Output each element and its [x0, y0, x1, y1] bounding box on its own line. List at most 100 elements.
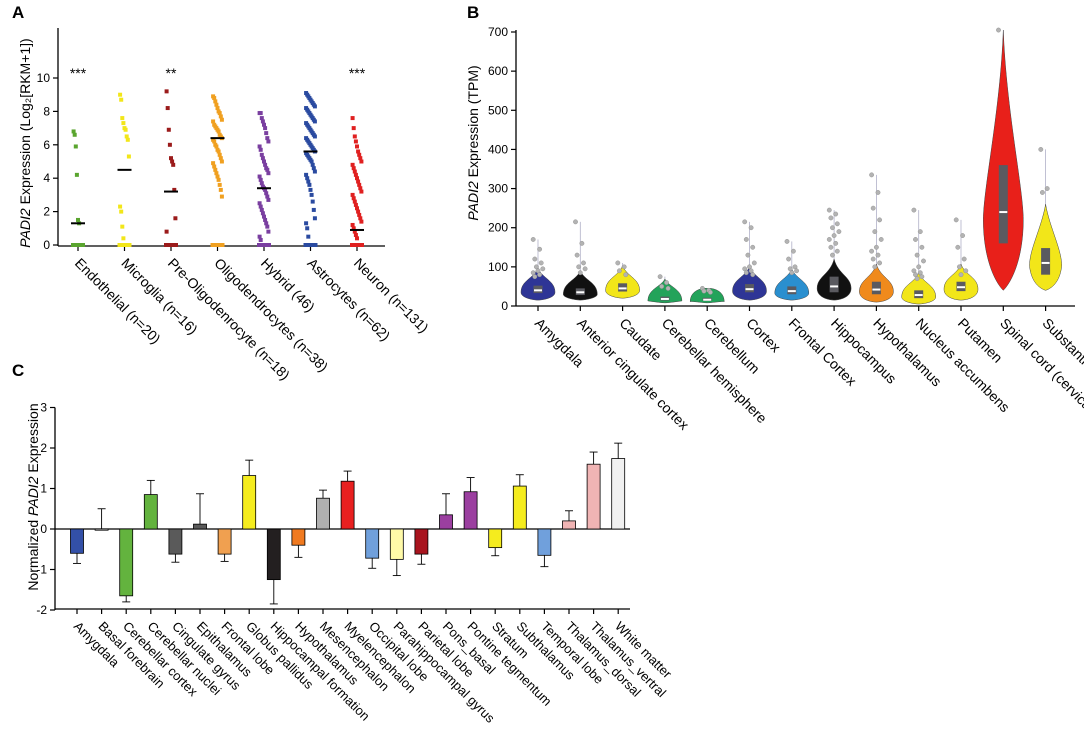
panel-a-point: [309, 192, 314, 197]
panel-a-label: A: [12, 3, 24, 22]
panel-b-outlier: [784, 239, 790, 244]
panel-a-point: [350, 222, 355, 227]
panel-c-y-tick-label: 2: [40, 441, 47, 455]
panel-c-bar: [537, 528, 552, 556]
panel-a-point: [309, 159, 314, 164]
panel-b-outlier: [574, 252, 580, 258]
panel-b-outlier: [828, 215, 834, 221]
panel-a-point: [308, 187, 313, 192]
panel-a-significance: ***: [349, 65, 366, 81]
panel-c-bar: [463, 491, 478, 530]
panel-b-violin: [520, 267, 556, 301]
panel-b-y-tick-label: 600: [488, 64, 508, 78]
panel-c-bar: [266, 528, 281, 581]
panel-a-point: [119, 97, 124, 102]
panel-b-outlier: [573, 219, 578, 225]
panel-b-y-tick-label: 500: [488, 103, 508, 117]
panel-a-point: [213, 99, 218, 104]
panel-b-outlier: [830, 225, 835, 231]
panel-c-bar: [242, 475, 257, 530]
panel-a-point: [257, 174, 262, 179]
panel-b-outlier: [581, 260, 586, 266]
panel-b-violin: [563, 270, 598, 301]
panel-a-point: [258, 177, 263, 182]
panel-c-bar: [143, 494, 158, 530]
panel-a-point: [212, 96, 217, 101]
panel-a-point: [219, 194, 224, 199]
panel-a-zero-cluster: [71, 243, 85, 247]
panel-a-point: [257, 144, 262, 149]
panel-a-point: [312, 104, 317, 109]
panel-a-point: [266, 197, 271, 202]
panel-a-y-axis-title: PADI2 Expression (Log₂[RKM+1]): [17, 38, 33, 247]
panel-a-y-tick-label: 10: [37, 71, 51, 85]
panel-a-point: [307, 182, 312, 187]
panel-a-point: [352, 134, 357, 139]
panel-b-y-tick-label: 200: [488, 221, 508, 235]
panel-b-violin: [774, 268, 810, 301]
panel-a-point: [164, 89, 169, 94]
panel-a-point: [257, 234, 262, 239]
panel-a-point: [353, 172, 358, 177]
panel-b-outlier: [657, 274, 663, 280]
panel-b-outlier: [958, 272, 964, 278]
panel-a-y-tick-label: 0: [43, 238, 50, 252]
panel-a-point: [214, 144, 219, 149]
panel-a-point: [356, 209, 361, 214]
panel-b-outlier: [751, 260, 757, 266]
panel-a-point: [353, 139, 358, 144]
panel-c-bar: [168, 528, 183, 555]
panel-a-point: [215, 106, 220, 111]
panel-a-point: [213, 167, 218, 172]
panel-c-bar: [611, 458, 626, 530]
panel-a-point: [216, 177, 221, 182]
panel-a-point: [218, 156, 223, 161]
panel-a-point: [217, 152, 222, 157]
panel-b-outlier: [872, 264, 878, 270]
panel-a-point: [356, 179, 361, 184]
panel-a-point: [304, 221, 309, 226]
panel-a-point: [119, 209, 124, 214]
panel-c-bars: [70, 442, 626, 605]
panel-c-bar: [414, 528, 429, 555]
panel-a-point: [359, 219, 364, 224]
panel-a-zero-cluster: [350, 243, 364, 247]
panel-b-outlier: [748, 225, 754, 231]
panel-a-point: [357, 182, 362, 187]
panel-a-y-tick-label: 8: [43, 104, 50, 118]
panel-b-outlier: [963, 268, 969, 274]
panel-a-point: [262, 159, 266, 164]
panel-a-point: [352, 199, 357, 204]
panel-a-point: [355, 144, 359, 149]
panel-a-y-tick-label: 2: [43, 205, 50, 219]
panel-a-point: [351, 126, 356, 131]
panel-a-point: [263, 162, 268, 167]
panel-b-iqr-box: [871, 281, 881, 295]
panel-a-point: [351, 226, 356, 231]
panel-a-point: [217, 182, 222, 187]
panel-c-bar: [389, 528, 404, 560]
panel-b-outlier: [794, 268, 799, 274]
panel-b-violin: [689, 288, 725, 304]
panel-b-y-axis-title: PADI2 Expression (TPM): [465, 65, 481, 220]
panel-a-point: [310, 162, 315, 167]
panel-b-outlier: [878, 237, 884, 242]
panel-a-point: [165, 106, 170, 111]
panel-b-violin: [983, 30, 1024, 291]
panel-a-point: [167, 142, 172, 147]
panel-b-violin: [901, 272, 936, 305]
panel-a-point: [264, 131, 269, 136]
panel-a-point: [350, 162, 355, 167]
panel-b-violins: [520, 27, 1062, 305]
panel-a-point: [121, 121, 126, 126]
panel-b-outlier: [875, 190, 881, 195]
panel-a-point: [71, 129, 76, 134]
panel-a-significance: ***: [70, 65, 87, 81]
panel-a-point: [260, 156, 265, 161]
panel-c-y-tick-label: 0: [40, 522, 47, 536]
panel-b-outlier: [869, 172, 874, 178]
panel-a-point: [218, 187, 223, 192]
panel-b-outlier: [537, 272, 542, 278]
panel-a-point: [118, 92, 123, 97]
